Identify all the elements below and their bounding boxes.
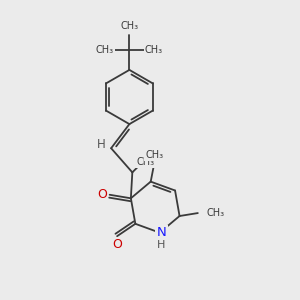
Text: O: O [97, 188, 107, 201]
Text: CH₃: CH₃ [145, 45, 163, 55]
Text: H: H [97, 138, 106, 151]
Text: CH₃: CH₃ [96, 45, 114, 55]
Text: CH₃: CH₃ [206, 208, 224, 218]
Text: CH₃: CH₃ [136, 157, 154, 167]
Text: N: N [156, 226, 166, 239]
Text: CH₃: CH₃ [145, 150, 163, 160]
Text: CH₃: CH₃ [120, 21, 139, 31]
Text: H: H [157, 240, 165, 250]
Text: O: O [112, 238, 122, 251]
